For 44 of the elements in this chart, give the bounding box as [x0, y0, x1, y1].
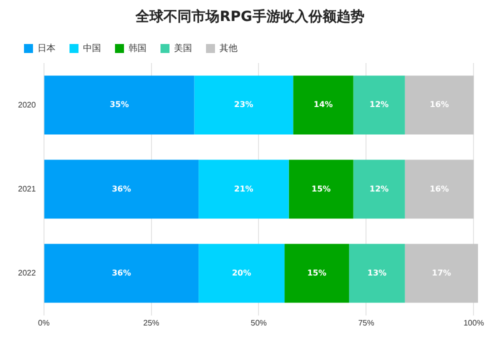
y-tick-label: 2020: [18, 100, 36, 110]
x-tick-label: 25%: [143, 318, 160, 328]
bar: [194, 76, 294, 135]
bar: [404, 76, 474, 135]
bar: [44, 76, 194, 135]
legend-label: 韩国: [128, 42, 146, 53]
data-label: 15%: [312, 184, 331, 194]
bar: [284, 244, 350, 303]
legend-label: 美国: [174, 42, 192, 53]
data-label: 36%: [112, 184, 132, 194]
data-label: 23%: [234, 100, 254, 110]
bar: [353, 160, 405, 219]
bar: [349, 244, 405, 303]
y-tick-label: 2021: [18, 184, 36, 194]
data-label: 36%: [112, 268, 132, 278]
data-label: 15%: [307, 268, 326, 278]
bar: [288, 160, 354, 219]
data-label: 16%: [430, 100, 449, 110]
x-tick-label: 0%: [38, 318, 50, 328]
legend-label: 日本: [38, 42, 56, 53]
data-label: 14%: [314, 100, 333, 110]
legend-label: 其他: [220, 42, 238, 53]
bar: [293, 76, 354, 135]
y-tick-label: 2022: [18, 268, 36, 278]
data-label: 35%: [110, 100, 129, 110]
bar: [198, 244, 285, 303]
bar: [404, 160, 474, 219]
x-tick-label: 75%: [358, 318, 374, 328]
bar: [198, 160, 289, 219]
data-label: 16%: [430, 184, 449, 194]
data-label: 17%: [432, 268, 452, 278]
bar: [44, 160, 199, 219]
legend-label: 中国: [83, 42, 101, 53]
data-label: 12%: [370, 184, 389, 194]
x-tick-label: 50%: [250, 318, 267, 328]
data-label: 20%: [232, 268, 252, 278]
bar: [44, 244, 199, 303]
data-label: 21%: [234, 184, 254, 194]
bar: [404, 244, 478, 303]
data-label: 12%: [370, 100, 389, 110]
data-label: 13%: [367, 268, 387, 278]
chart-title: 全球不同市场RPG手游收入份额趋势: [134, 8, 366, 26]
x-tick-label: 100%: [463, 318, 484, 328]
bar: [353, 76, 405, 135]
